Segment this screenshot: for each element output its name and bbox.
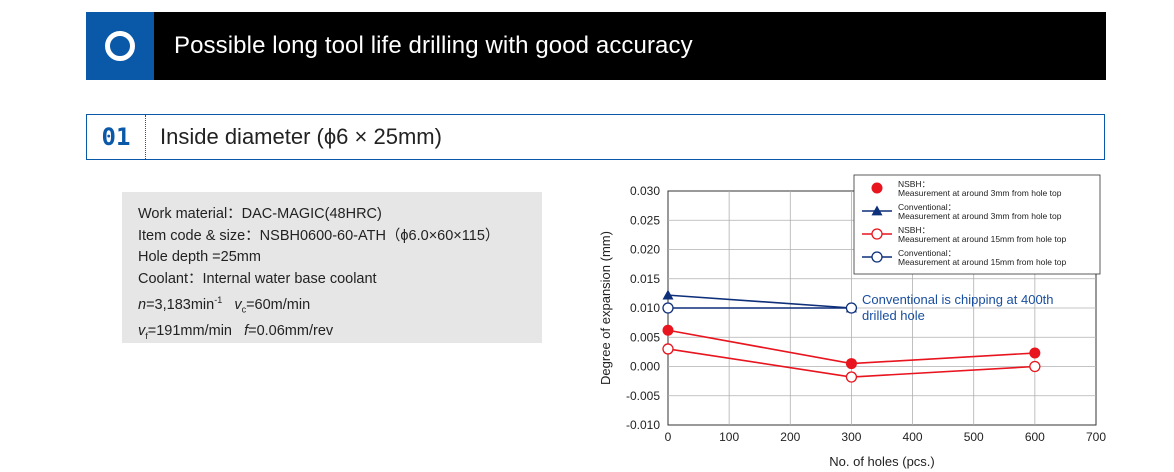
x-tick-label: 500 [964, 430, 984, 444]
spec-hole-depth: Hole depth =25mm [138, 249, 261, 265]
legend-name: Conventional： [898, 248, 956, 258]
series-0 [662, 324, 1041, 370]
x-tick-label: 300 [841, 430, 861, 444]
header-badge [86, 12, 154, 80]
legend-item: Conventional：Measurement at around 3mm f… [862, 202, 1062, 221]
data-point [1029, 360, 1041, 373]
y-tick-label: 0.025 [630, 213, 660, 227]
spec-panel: Work material：DAC-MAGIC(48HRC) Item code… [122, 192, 542, 343]
data-point [871, 182, 883, 194]
series-line [667, 294, 852, 309]
header-title: Possible long tool life drilling with go… [174, 32, 693, 59]
y-tick-label: -0.005 [626, 389, 660, 403]
legend-detail: Measurement at around 15mm from hole top [898, 234, 1066, 244]
legend-item: Conventional：Measurement at around 15mm … [862, 248, 1066, 267]
spec-n-value: =3,183min [146, 296, 215, 313]
data-point [662, 324, 674, 336]
data-point [871, 205, 883, 216]
x-tick-label: 0 [665, 430, 672, 444]
spec-work-material: Work material：DAC-MAGIC(48HRC) [138, 206, 382, 222]
legend-name: NSBH： [898, 225, 930, 235]
spec-vc-sub: c [241, 304, 247, 315]
section-title: Inside diameter (ϕ6 × 25mm) [160, 124, 442, 149]
spec-vf-sub: f [145, 331, 148, 342]
expansion-chart: 0.030 0.025 0.020 0.015 0.010 0.005 0.000 -0.00… [598, 174, 1106, 469]
section-number: 01 [87, 115, 146, 159]
legend-detail: Measurement at around 3mm from hole top [898, 211, 1062, 221]
spec-item-code: Item code & size：NSBH0600-60-ATH（ϕ6.0×60… [138, 227, 500, 244]
y-tick-label: 0.015 [630, 272, 660, 286]
data-point [662, 289, 674, 300]
data-point [1029, 347, 1041, 359]
legend-name: NSBH： [898, 179, 930, 189]
legend-item: NSBH：Measurement at around 15mm from hol… [862, 225, 1066, 244]
legend-box [853, 174, 1101, 275]
legend-name: Conventional： [898, 202, 956, 212]
annotation-line2: drilled hole [862, 308, 925, 323]
x-axis-label: No. of holes (pcs.) [829, 454, 935, 469]
x-tick-label: 100 [719, 430, 739, 444]
spec-f-var: f [244, 323, 249, 340]
data-point [662, 302, 674, 314]
y-axis-label: Degree of expansion (mm) [598, 231, 613, 385]
x-tick-label: 200 [780, 430, 800, 444]
spec-n-var: n [138, 296, 147, 313]
annotation-line1: Conventional is chipping at 400th [862, 292, 1054, 307]
y-tick-label: 0.010 [630, 301, 660, 315]
ring-icon [105, 31, 135, 61]
spec-speed-line: n=3,183min-1 vc=60m/min [138, 290, 526, 321]
legend: NSBH：Measurement at around 3mm from hole… [853, 174, 1101, 275]
legend-detail: Measurement at around 3mm from hole top [898, 188, 1062, 198]
series-3 [662, 302, 858, 314]
data-point [845, 358, 857, 370]
x-tick-label: 600 [1025, 430, 1045, 444]
spec-feed-line: vf=191mm/min f=0.06mm/rev [138, 321, 526, 347]
data-point [871, 228, 883, 240]
y-tick-label: 0.030 [630, 184, 660, 198]
spec-vc-value: =60m/min [246, 296, 311, 313]
legend-item: NSBH：Measurement at around 3mm from hole… [871, 179, 1062, 198]
y-tick-label: 0.020 [630, 243, 660, 257]
data-point [871, 251, 883, 263]
data-point [662, 343, 674, 355]
spec-coolant: Coolant：Internal water base coolant [138, 270, 377, 287]
spec-vc-var: v [234, 296, 242, 313]
spec-n-exponent: -1 [214, 295, 223, 305]
y-tick-label: -0.010 [626, 418, 660, 432]
spec-f-value: =0.06mm/rev [248, 323, 334, 340]
x-tick-label: 400 [903, 430, 923, 444]
spec-vf-value: =191mm/min [147, 323, 232, 340]
legend-detail: Measurement at around 15mm from hole top [898, 257, 1066, 267]
header-bar: Possible long tool life drilling with go… [86, 12, 1106, 80]
y-tick-label: 0.005 [630, 330, 660, 344]
section-heading: 01 Inside diameter (ϕ6 × 25mm) [86, 114, 1105, 160]
x-tick-label: 700 [1086, 430, 1106, 444]
y-tick-label: 0.000 [630, 360, 660, 374]
data-point [845, 371, 858, 383]
data-point [845, 302, 858, 314]
spec-vf-var: v [138, 323, 146, 340]
series-2 [662, 343, 1041, 383]
